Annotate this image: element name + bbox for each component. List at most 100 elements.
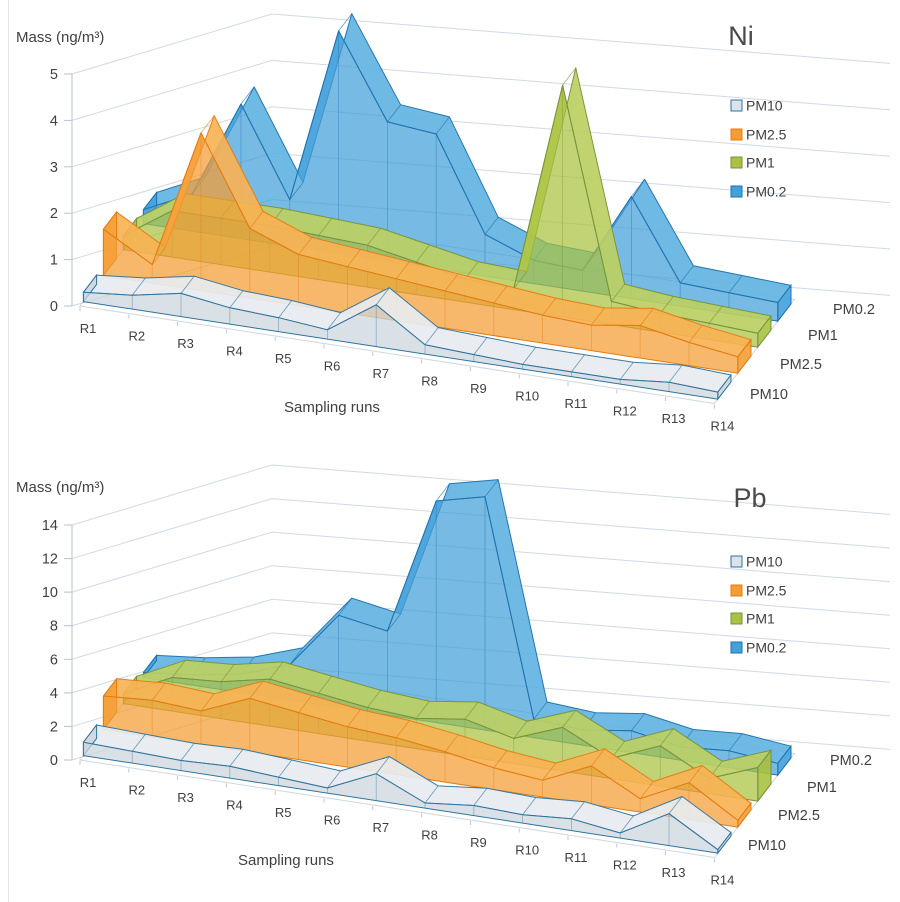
- series-PM1-rib: [415, 244, 430, 263]
- legend-label-PM2.5: PM2.5: [746, 583, 787, 599]
- ni-chart-svg: 0 1 2 3 4 5 R1 R2 R3 R4 R5 R6 R7 R8 R9 R10 R11 R12 R13 R14 P…: [16, 13, 891, 434]
- y-tick-label: 2: [50, 206, 58, 222]
- series-PM2.5-rib: [591, 748, 605, 767]
- series-PM1-rib: [708, 305, 723, 324]
- x-tick-label: R8: [421, 828, 438, 843]
- series-PM1-rib: [562, 710, 577, 728]
- gridline: [71, 106, 891, 168]
- series-axis-label-PM10: PM10: [748, 838, 786, 854]
- series-PM10-rib: [131, 733, 146, 752]
- series-PM10-rib: [522, 797, 537, 815]
- x-tick-label: R5: [275, 351, 292, 366]
- x-tick-label: R9: [470, 381, 487, 396]
- series-PM0.2-rib: [338, 597, 353, 616]
- series-PM10-rib: [278, 300, 293, 318]
- series-PM1-rib: [367, 690, 381, 708]
- x-tick-label: R11: [565, 396, 588, 411]
- y-axis-title: Mass (ng/m³): [16, 479, 104, 496]
- series-PM1-rib: [464, 701, 479, 720]
- series-PM0.2-rib: [435, 116, 450, 135]
- series-PM1-rib: [513, 720, 528, 739]
- series-PM1-rib: [318, 675, 333, 694]
- series-PM2.5-rib: [395, 261, 410, 280]
- series-PM2.5-rib: [542, 297, 557, 316]
- x-tick-label: R6: [324, 813, 341, 828]
- ni-chart: 0 1 2 3 4 5 R1 R2 R3 R4 R5 R6 R7 R8 R9 R10 R11 R12 R13 R14 P…: [16, 13, 891, 434]
- x-tick-label: R14: [710, 419, 734, 434]
- series-PM10-rib: [473, 337, 488, 355]
- series-PM0.2-rib: [484, 216, 499, 235]
- x-tick-label: R1: [80, 775, 97, 790]
- legend-swatch-PM1: [730, 156, 743, 169]
- x-tick-label: R1: [80, 321, 97, 336]
- series-PM1-rib: [367, 227, 381, 246]
- series-PM0.2-rib: [240, 86, 255, 105]
- y-tick-label: 1: [50, 253, 58, 269]
- series-PM1-rib: [171, 660, 186, 678]
- series-PM2.5-rib: [688, 765, 703, 783]
- series-PM0.2-rib: [387, 613, 401, 632]
- y-tick-label: 10: [42, 585, 58, 601]
- series-PM0.2-rib: [631, 713, 645, 732]
- series-axis-label-PM1: PM1: [807, 780, 837, 796]
- y-tick-label: 14: [42, 518, 58, 534]
- gridline: [71, 632, 891, 694]
- gridline: [71, 59, 891, 121]
- series-PM0.2-rib: [533, 701, 548, 720]
- series-PM1-rib: [269, 661, 284, 680]
- series-axis-label-PM2.5: PM2.5: [778, 808, 820, 824]
- series-PM0.2-rib: [728, 275, 743, 293]
- series-PM10-rib: [180, 743, 195, 761]
- y-tick-label: 0: [50, 753, 58, 769]
- legend-label-PM0.2: PM0.2: [746, 640, 787, 656]
- series-PM2.5-rib: [444, 734, 459, 753]
- series-PM10-rib: [327, 770, 341, 789]
- x-tick-label: R13: [662, 411, 686, 426]
- y-tick-label: 5: [50, 67, 58, 83]
- series-PM2.5-rib: [493, 285, 508, 304]
- series-PM2.5-rib: [688, 324, 703, 343]
- series-PM0.2-rib: [728, 733, 743, 752]
- legend-label-PM0.2: PM0.2: [746, 184, 787, 200]
- series-PM2.5-rib: [200, 115, 215, 134]
- chart-title: Ni: [728, 21, 754, 51]
- x-tick-label: R7: [372, 366, 389, 381]
- series-PM2.5-rib: [298, 237, 313, 255]
- x-tick-label: R3: [177, 336, 194, 351]
- series-PM10-rib: [522, 347, 537, 365]
- series-PM2.5-rib: [347, 709, 361, 728]
- series-PM0.2-rib: [631, 179, 645, 197]
- series-PM2.5-rib: [347, 249, 361, 267]
- chart-title: Pb: [733, 483, 766, 513]
- series-axis-label-PM0.2: PM0.2: [833, 302, 875, 318]
- series-PM10-rib: [229, 748, 244, 767]
- y-tick-label: 6: [50, 652, 58, 668]
- series-PM10-rib: [473, 788, 488, 806]
- y-tick-label: 4: [50, 686, 58, 702]
- gridline: [71, 565, 891, 627]
- x-tick-label: R2: [128, 783, 145, 798]
- legend-label-PM10: PM10: [746, 98, 783, 114]
- series-PM2.5-rib: [639, 781, 654, 799]
- series-PM10-rib: [180, 275, 195, 294]
- y-tick-label: 8: [50, 619, 58, 635]
- gridline: [71, 598, 891, 660]
- x-axis-title: Sampling runs: [284, 399, 380, 416]
- legend-swatch-PM10: [730, 99, 743, 112]
- series-PM2.5-rib: [151, 247, 166, 265]
- series-PM1-rib: [318, 218, 333, 236]
- y-tick-label: 4: [50, 113, 58, 129]
- series-PM10-rib: [131, 277, 146, 296]
- gridline: [71, 498, 891, 560]
- series-PM1-rib: [659, 296, 674, 314]
- legend-swatch-PM0.2: [730, 641, 743, 654]
- y-tick-label: 3: [50, 160, 58, 176]
- series-PM1-rib: [659, 728, 674, 747]
- series-PM0.2-rib: [484, 479, 499, 498]
- series-PM2.5-rib: [151, 682, 166, 701]
- series-PM10-rib: [619, 815, 634, 834]
- series-PM10-rib: [668, 364, 683, 383]
- series-PM2.5-rib: [395, 720, 410, 738]
- series-PM1-rib: [415, 700, 430, 719]
- series-PM2.5-rib: [639, 308, 654, 326]
